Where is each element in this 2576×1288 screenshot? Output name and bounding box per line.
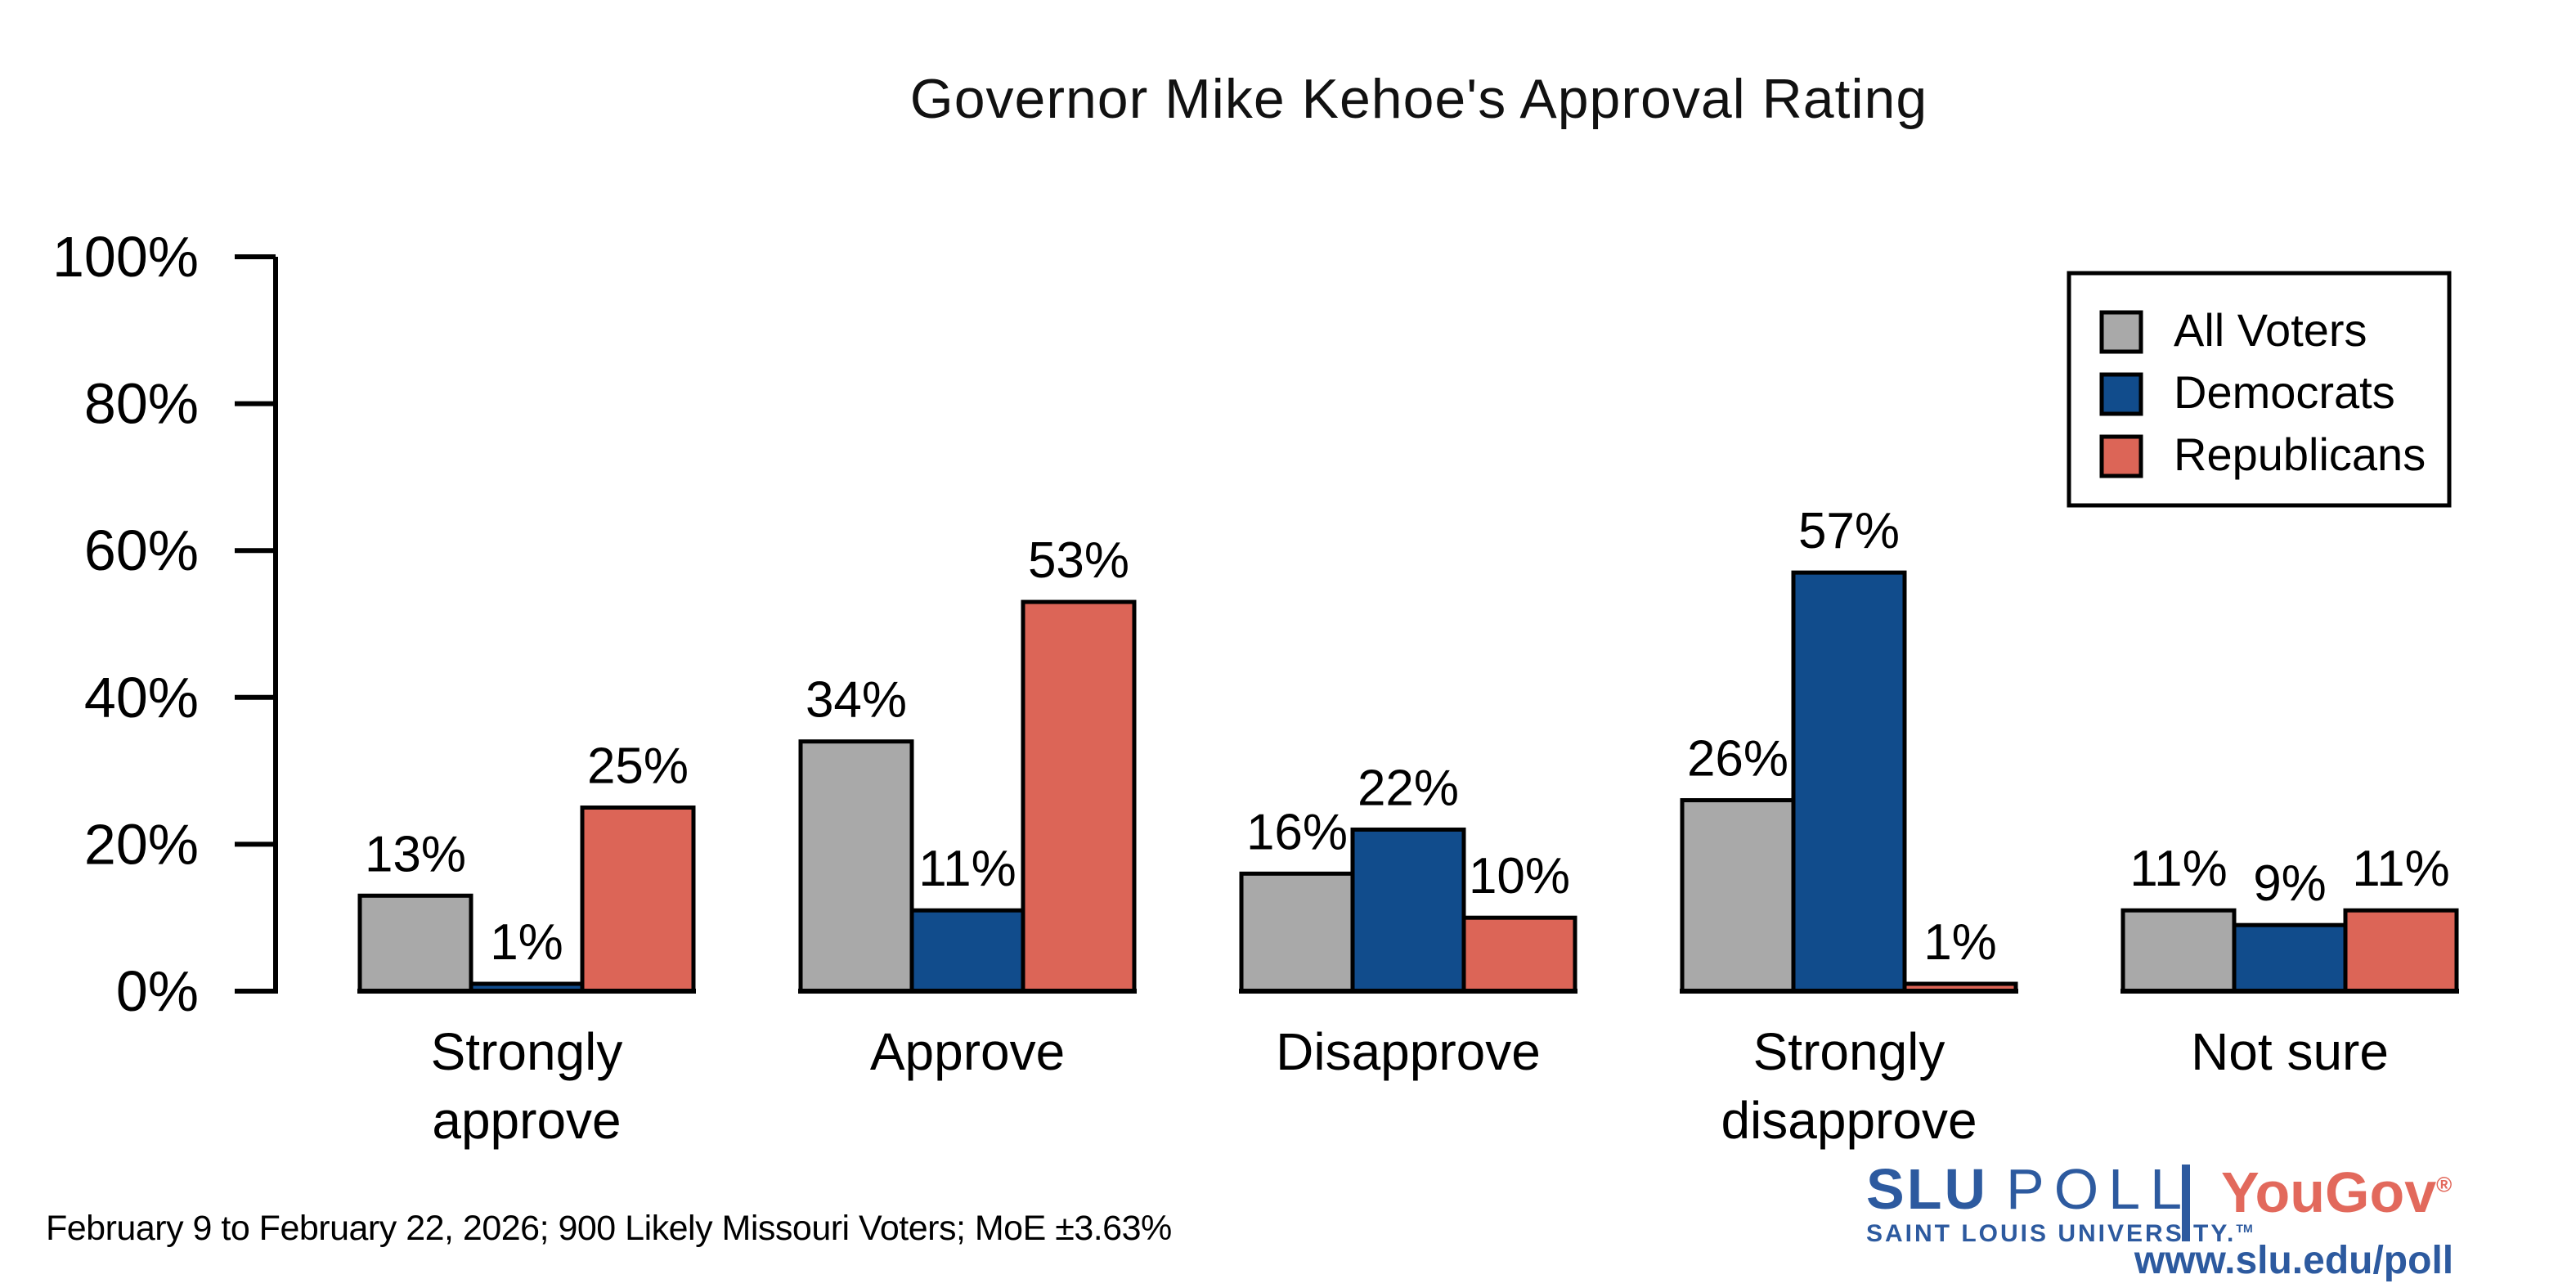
legend-label-democrats: Democrats bbox=[2174, 366, 2395, 418]
category-label: Approve bbox=[870, 1022, 1065, 1081]
value-label: 10% bbox=[1469, 848, 1570, 904]
value-label: 11% bbox=[918, 841, 1016, 897]
legend-label-republicans: Republicans bbox=[2174, 429, 2426, 480]
bar-all-voters-2 bbox=[798, 739, 914, 994]
bar-all-voters-4 bbox=[1680, 798, 1796, 994]
category-label: Strongly bbox=[1753, 1022, 1945, 1081]
y-tick-label: 20% bbox=[84, 812, 199, 876]
category-label: Not sure bbox=[2191, 1022, 2389, 1081]
y-tick-label: 80% bbox=[84, 372, 199, 436]
bar-democrats-5 bbox=[2232, 922, 2348, 994]
legend-label-all-voters: All Voters bbox=[2174, 304, 2367, 356]
category-label: Disapprove bbox=[1276, 1022, 1541, 1081]
value-label: 9% bbox=[2253, 855, 2327, 912]
bar-democrats-4 bbox=[1791, 570, 1907, 994]
value-label: 53% bbox=[1028, 532, 1129, 589]
value-label: 26% bbox=[1687, 731, 1788, 788]
legend-swatch-republicans bbox=[2099, 434, 2143, 478]
value-label: 25% bbox=[587, 738, 689, 795]
bar-all-voters-1 bbox=[357, 893, 473, 994]
value-label: 22% bbox=[1358, 760, 1459, 816]
bar-republicans-3 bbox=[1461, 915, 1577, 994]
category-label: disapprove bbox=[1721, 1091, 1977, 1150]
category-label: approve bbox=[432, 1091, 621, 1150]
value-label: 1% bbox=[490, 914, 563, 971]
value-label: 57% bbox=[1798, 503, 1900, 559]
bar-democrats-3 bbox=[1350, 827, 1466, 994]
legend-swatch-democrats bbox=[2099, 372, 2143, 416]
y-tick-label: 100% bbox=[52, 225, 199, 289]
y-tick-label: 60% bbox=[84, 518, 199, 582]
category-label: Strongly bbox=[431, 1022, 623, 1081]
bar-republicans-5 bbox=[2343, 908, 2459, 994]
chart-title: Governor Mike Kehoe's Approval Rating bbox=[909, 68, 1928, 130]
value-label: 34% bbox=[806, 672, 907, 729]
legend-swatch-all-voters bbox=[2099, 310, 2143, 354]
y-tick-label: 0% bbox=[116, 959, 199, 1023]
survey-footnote: February 9 to February 22, 2026; 900 Lik… bbox=[46, 1209, 1172, 1248]
bar-republicans-2 bbox=[1021, 599, 1137, 994]
value-label: 13% bbox=[365, 826, 466, 882]
bar-all-voters-5 bbox=[2120, 908, 2237, 994]
bar-democrats-2 bbox=[909, 908, 1025, 994]
value-label: 1% bbox=[1923, 914, 1997, 971]
y-tick-label: 40% bbox=[84, 666, 199, 729]
bar-republicans-1 bbox=[580, 806, 696, 994]
value-label: 11% bbox=[2129, 841, 2228, 897]
value-label: 16% bbox=[1246, 804, 1348, 860]
bar-all-voters-3 bbox=[1239, 871, 1355, 994]
value-label: 11% bbox=[2352, 841, 2450, 897]
